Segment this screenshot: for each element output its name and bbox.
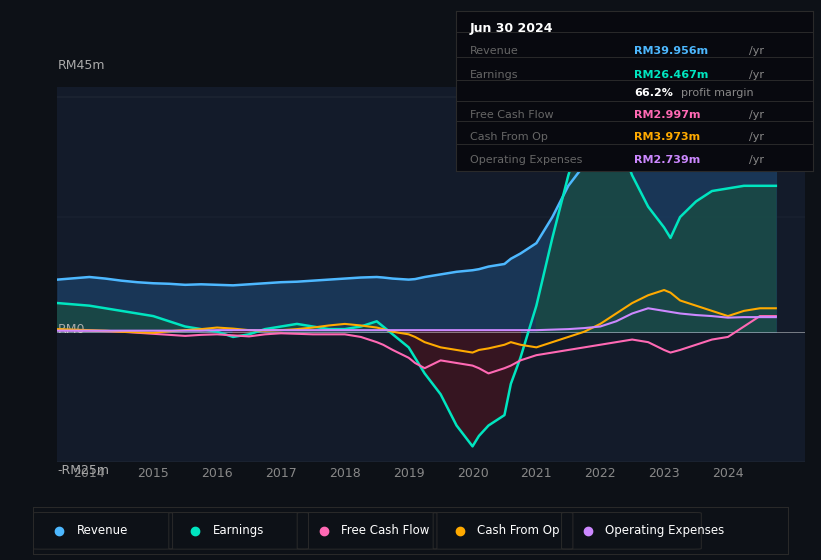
Text: Earnings: Earnings: [470, 70, 518, 80]
Text: Cash From Op: Cash From Op: [477, 524, 559, 537]
Text: Revenue: Revenue: [76, 524, 128, 537]
Text: Free Cash Flow: Free Cash Flow: [341, 524, 429, 537]
Text: Free Cash Flow: Free Cash Flow: [470, 110, 553, 120]
Text: RM3.973m: RM3.973m: [635, 133, 700, 142]
Text: /yr: /yr: [749, 70, 764, 80]
Text: RM2.997m: RM2.997m: [635, 110, 700, 120]
Text: Revenue: Revenue: [470, 46, 519, 57]
Text: Operating Expenses: Operating Expenses: [605, 524, 725, 537]
Text: /yr: /yr: [749, 46, 764, 57]
Text: Operating Expenses: Operating Expenses: [470, 155, 582, 165]
Text: RM2.739m: RM2.739m: [635, 155, 700, 165]
Text: RM0: RM0: [57, 324, 85, 337]
Text: Jun 30 2024: Jun 30 2024: [470, 22, 553, 35]
Text: profit margin: profit margin: [681, 88, 754, 98]
Text: /yr: /yr: [749, 155, 764, 165]
Text: RM39.956m: RM39.956m: [635, 46, 709, 57]
Text: RM26.467m: RM26.467m: [635, 70, 709, 80]
Text: /yr: /yr: [749, 133, 764, 142]
Text: RM45m: RM45m: [57, 59, 105, 72]
Text: Cash From Op: Cash From Op: [470, 133, 548, 142]
Text: Earnings: Earnings: [213, 524, 264, 537]
Text: -RM25m: -RM25m: [57, 464, 109, 477]
Text: /yr: /yr: [749, 110, 764, 120]
Text: 66.2%: 66.2%: [635, 88, 673, 98]
